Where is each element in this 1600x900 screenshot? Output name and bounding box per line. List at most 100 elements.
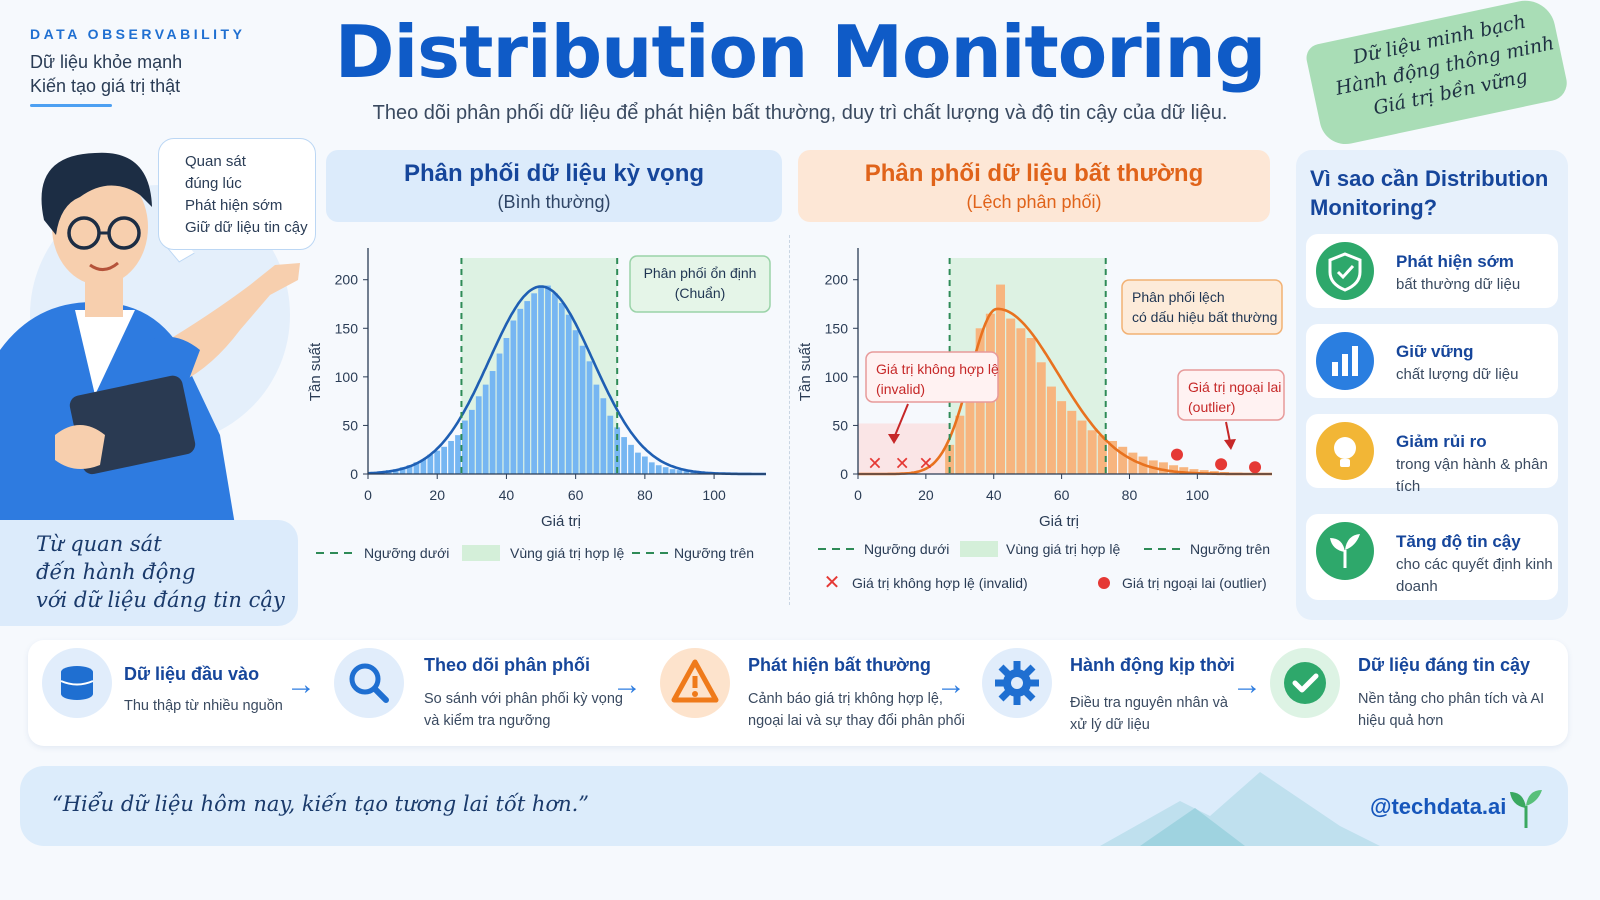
quote-line: Từ quan sát	[36, 532, 162, 556]
histogram-bar	[1158, 462, 1168, 474]
flow-step-text: Thu thập từ nhiều nguồn	[124, 698, 283, 714]
histogram-bar	[468, 409, 475, 474]
holding-hand	[55, 425, 105, 469]
x-tick-label: 80	[1122, 487, 1138, 503]
sprout-icon	[1510, 790, 1542, 828]
annotation-box	[865, 351, 999, 403]
annotation-box	[629, 255, 771, 313]
histogram-bar	[1026, 338, 1036, 474]
flow-step-text: Nền tảng cho phân tích và AI hiệu quả hơ…	[1358, 691, 1545, 729]
x-axis-label: Giá trị	[1039, 513, 1079, 530]
histogram-bar	[676, 470, 683, 474]
why-item-text: bất thường dữ liệu	[1396, 276, 1521, 293]
histogram-bar	[579, 345, 586, 474]
invalid-zone	[858, 423, 950, 474]
x-tick-label: 40	[499, 487, 515, 503]
histogram-bar	[441, 446, 447, 474]
legend-label: Ngưỡng trên	[674, 545, 754, 561]
histogram-bar	[524, 301, 531, 474]
quote-line: đến hành động	[36, 560, 196, 584]
legend-zone-swatch	[960, 541, 998, 557]
gear-icon	[982, 648, 1052, 718]
histogram-bar	[434, 450, 441, 474]
histogram-bar	[1108, 440, 1117, 474]
histogram-bar	[1046, 386, 1056, 474]
invalid-point-marker: ✕	[895, 453, 910, 474]
panel-subtitle: (Bình thường)	[497, 192, 611, 212]
histogram-bar	[655, 465, 662, 474]
histogram-bar	[690, 472, 697, 474]
histogram-bar	[462, 420, 468, 474]
x-tick-label: 80	[637, 487, 653, 503]
x-tick-label: 20	[918, 487, 934, 503]
annotation-text: Giá trị không hợp lệ	[876, 361, 999, 377]
bubble-line: Quan sát	[185, 153, 246, 170]
why-item-title: Tăng độ tin cậy	[1396, 532, 1521, 551]
histogram-bar	[621, 437, 627, 474]
y-tick-label: 150	[335, 320, 359, 336]
histogram-bar	[427, 454, 434, 474]
histogram-bar	[996, 284, 1006, 474]
invalid-point-marker: ✕	[918, 453, 933, 474]
panel-header-normal: Phân phối dữ liệu kỳ vọng (Bình thường)	[326, 150, 782, 222]
histogram-bar	[399, 467, 406, 474]
histogram-bar	[593, 384, 600, 474]
histogram-bar	[552, 293, 558, 474]
shield-icon	[1316, 242, 1374, 300]
why-item-text: cho các quyết định kinh doanh	[1396, 556, 1553, 595]
flow-step-title: Phát hiện bất thường	[748, 655, 931, 675]
why-item-title: Phát hiện sớm	[1396, 252, 1514, 271]
x-tick-label: 60	[1054, 487, 1070, 503]
tshirt	[75, 310, 135, 395]
histogram-bar	[413, 462, 420, 474]
y-tick-label: 150	[825, 320, 849, 336]
histogram-bar	[1199, 470, 1209, 474]
y-tick-label: 200	[335, 272, 359, 288]
legend-label: Ngưỡng trên	[1190, 541, 1270, 557]
histogram-bar	[448, 440, 454, 474]
histogram-bar	[965, 367, 975, 474]
skewed-distribution-chart: 0 50 100 150 200 0 20 40 60 80 100 Giá trị Tần suất ✕…	[797, 248, 1285, 594]
outlier-point	[1215, 458, 1228, 471]
histogram-bar	[955, 415, 965, 474]
mountain-decoration	[1100, 772, 1380, 846]
outlier-point	[1170, 448, 1183, 461]
histogram-bar	[475, 396, 482, 474]
why-item-title: Giảm rủi ro	[1396, 432, 1487, 451]
histogram-bar	[545, 285, 551, 474]
bubble-line: đúng lúc	[185, 175, 242, 192]
flow-step-text: Điều tra nguyên nhân và xử lý dữ liệu	[1070, 695, 1228, 733]
histogram-bar	[1057, 401, 1067, 474]
histogram-bar	[1097, 435, 1107, 474]
histogram-bar	[628, 444, 634, 474]
why-item-text: trong vận hành & phân tích	[1396, 456, 1548, 495]
footer-handle[interactable]: @techdata.ai	[1370, 794, 1507, 819]
histogram-bar	[558, 303, 565, 474]
arrow-right-icon: →	[612, 668, 642, 701]
legend-zone-swatch	[462, 545, 500, 561]
legend-label: Vùng giá trị hợp lệ	[1006, 541, 1120, 557]
histogram-bar	[1006, 318, 1016, 474]
brand-line-2: Kiến tạo giá trị thật	[30, 76, 181, 96]
leaf-icon	[1316, 522, 1374, 580]
histogram-bar	[538, 285, 544, 474]
histogram-bar	[600, 398, 607, 474]
annotation-text: Phân phối ổn định	[644, 265, 757, 281]
histogram-bar	[406, 465, 413, 474]
histogram-bar	[572, 330, 579, 474]
y-tick-label: 0	[350, 466, 358, 482]
histogram-bar	[607, 415, 614, 474]
y-axis-label: Tần suất	[797, 342, 814, 401]
histogram-bar	[1118, 446, 1128, 474]
histogram-bar	[662, 467, 669, 474]
histogram-bar	[503, 338, 510, 474]
legend-label: Ngưỡng dưới	[864, 541, 949, 557]
histogram-bar	[1036, 362, 1046, 474]
annotation-arrow	[1225, 421, 1231, 443]
histogram-bar	[1189, 469, 1199, 474]
histogram-bar	[482, 384, 489, 474]
annotation-text: (outlier)	[1188, 399, 1235, 415]
histogram-bar	[1179, 467, 1189, 474]
why-item-text: chất lượng dữ liệu	[1396, 366, 1519, 383]
panel-subtitle: (Lệch phân phối)	[966, 192, 1102, 212]
